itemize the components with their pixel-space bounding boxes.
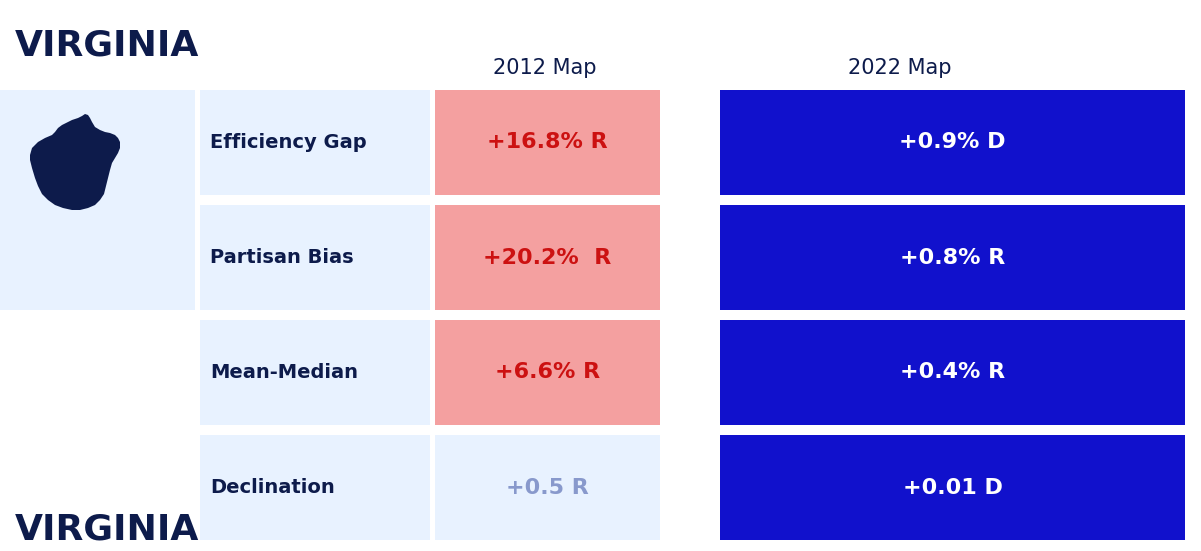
Text: +0.5 R: +0.5 R bbox=[506, 478, 588, 498]
Text: Efficiency Gap: Efficiency Gap bbox=[210, 133, 366, 152]
Text: VIRGINIA: VIRGINIA bbox=[14, 513, 199, 547]
Text: 2012 Map: 2012 Map bbox=[494, 58, 597, 78]
FancyBboxPatch shape bbox=[721, 435, 1185, 540]
FancyBboxPatch shape bbox=[0, 90, 195, 310]
Text: +0.01 D: +0.01 D bbox=[903, 478, 1003, 498]
Polygon shape bbox=[30, 114, 120, 210]
FancyBboxPatch shape bbox=[201, 435, 430, 540]
Text: Partisan Bias: Partisan Bias bbox=[210, 248, 353, 267]
Text: +16.8% R: +16.8% R bbox=[488, 132, 608, 153]
FancyBboxPatch shape bbox=[721, 320, 1185, 425]
FancyBboxPatch shape bbox=[721, 205, 1185, 310]
FancyBboxPatch shape bbox=[435, 320, 661, 425]
Text: +0.4% R: +0.4% R bbox=[900, 363, 1005, 382]
Text: Declination: Declination bbox=[210, 478, 335, 497]
Text: 2022 Map: 2022 Map bbox=[848, 58, 951, 78]
FancyBboxPatch shape bbox=[721, 90, 1185, 195]
Text: VIRGINIA: VIRGINIA bbox=[14, 28, 199, 62]
FancyBboxPatch shape bbox=[435, 90, 661, 195]
FancyBboxPatch shape bbox=[435, 435, 661, 540]
Text: +0.8% R: +0.8% R bbox=[900, 247, 1005, 267]
Text: +20.2%  R: +20.2% R bbox=[483, 247, 611, 267]
FancyBboxPatch shape bbox=[201, 205, 430, 310]
FancyBboxPatch shape bbox=[201, 320, 430, 425]
Text: Mean-Median: Mean-Median bbox=[210, 363, 358, 382]
FancyBboxPatch shape bbox=[435, 205, 661, 310]
FancyBboxPatch shape bbox=[201, 90, 430, 195]
Text: +0.9% D: +0.9% D bbox=[900, 132, 1005, 153]
Text: +6.6% R: +6.6% R bbox=[495, 363, 600, 382]
